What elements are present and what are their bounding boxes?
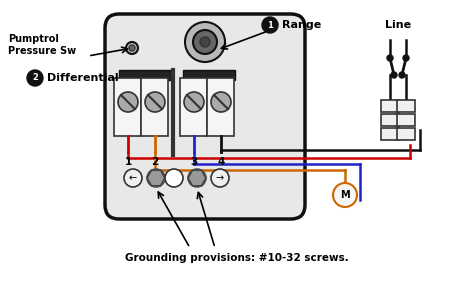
- Circle shape: [391, 72, 397, 78]
- Circle shape: [399, 72, 405, 78]
- Circle shape: [185, 22, 225, 62]
- Text: →: →: [216, 173, 224, 183]
- Text: Range: Range: [282, 20, 321, 30]
- Bar: [381, 114, 399, 126]
- Circle shape: [333, 183, 357, 207]
- Text: 4: 4: [217, 157, 225, 167]
- Text: 1: 1: [267, 21, 273, 30]
- Circle shape: [126, 42, 138, 54]
- Bar: [207, 78, 234, 136]
- Bar: [397, 128, 415, 140]
- Circle shape: [184, 92, 204, 112]
- Polygon shape: [188, 170, 206, 186]
- Circle shape: [193, 30, 217, 54]
- Bar: [114, 78, 141, 136]
- Circle shape: [118, 92, 138, 112]
- Bar: [397, 114, 415, 126]
- Circle shape: [262, 17, 278, 33]
- Circle shape: [165, 169, 183, 187]
- Text: 2: 2: [32, 74, 38, 83]
- Circle shape: [403, 55, 409, 61]
- Circle shape: [387, 55, 393, 61]
- Text: Grounding provisions: #10-32 screws.: Grounding provisions: #10-32 screws.: [125, 253, 349, 263]
- Circle shape: [27, 70, 43, 86]
- Text: 1: 1: [124, 157, 132, 167]
- Bar: [381, 100, 399, 112]
- Bar: [397, 100, 415, 112]
- Bar: [119, 70, 171, 80]
- Text: Differential: Differential: [47, 73, 118, 83]
- Text: ←: ←: [129, 173, 137, 183]
- Polygon shape: [147, 170, 165, 186]
- Bar: [180, 78, 207, 136]
- Text: Pumptrol
Pressure Sw: Pumptrol Pressure Sw: [8, 34, 76, 56]
- FancyBboxPatch shape: [105, 14, 305, 219]
- Circle shape: [211, 92, 231, 112]
- Circle shape: [147, 169, 165, 187]
- Circle shape: [124, 169, 142, 187]
- Bar: [141, 78, 168, 136]
- Circle shape: [211, 169, 229, 187]
- Bar: [183, 70, 235, 80]
- Circle shape: [200, 37, 210, 47]
- Circle shape: [145, 92, 165, 112]
- Text: 2: 2: [151, 157, 159, 167]
- Circle shape: [188, 169, 206, 187]
- Bar: [381, 128, 399, 140]
- Circle shape: [129, 45, 135, 51]
- Text: 3: 3: [191, 157, 198, 167]
- Text: Line: Line: [385, 20, 411, 30]
- Text: M: M: [340, 190, 350, 200]
